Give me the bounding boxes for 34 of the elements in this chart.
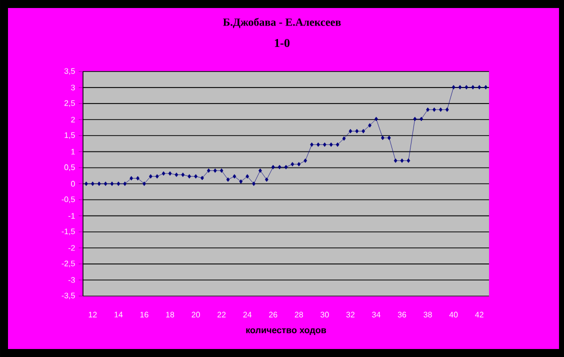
y-tick-label: 2 xyxy=(71,116,75,122)
y-tick-label: 0,5 xyxy=(64,164,75,172)
y-tick-label: -1,5 xyxy=(62,228,75,236)
y-tick-label: 2,5 xyxy=(64,100,75,107)
x-tick-label: 34 xyxy=(372,312,380,318)
x-tick-label: 30 xyxy=(320,312,329,318)
x-axis-title: количество ходов xyxy=(246,328,326,335)
y-tick-label: 3,5 xyxy=(64,68,75,75)
y-tick-label: -2 xyxy=(68,245,75,251)
x-tick-label: 36 xyxy=(398,312,406,318)
y-tick-label: 1 xyxy=(71,148,75,154)
x-tick-label: 24 xyxy=(243,312,252,318)
x-tick-label: 18 xyxy=(166,312,174,318)
y-tick-label: 1,5 xyxy=(64,132,75,139)
x-tick-label: 28 xyxy=(294,312,303,318)
x-tick-label: 26 xyxy=(269,312,278,318)
x-tick-label: 42 xyxy=(475,312,484,318)
y-tick-label: 0 xyxy=(71,180,75,187)
y-tick-label: -1 xyxy=(68,213,75,219)
x-tick-label: 40 xyxy=(449,312,458,318)
y-tick-label: -0,5 xyxy=(62,196,75,204)
x-tick-label: 22 xyxy=(218,312,226,318)
x-tick-label: 14 xyxy=(114,312,123,318)
x-tick-label: 32 xyxy=(346,312,354,318)
y-tick-label: 3 xyxy=(71,84,75,90)
y-tick-label: -3,5 xyxy=(62,292,75,300)
chart-subtitle: 1-0 xyxy=(274,38,290,48)
x-tick-label: 38 xyxy=(424,312,432,318)
y-tick-label: -2,5 xyxy=(62,260,75,268)
x-tick-label: 16 xyxy=(140,312,148,318)
y-tick-label: -3 xyxy=(68,277,75,283)
x-tick-label: 20 xyxy=(192,312,200,318)
x-tick-label: 12 xyxy=(88,312,97,318)
chart-title: Б.Джобава - Е.Алексеев xyxy=(223,18,341,28)
